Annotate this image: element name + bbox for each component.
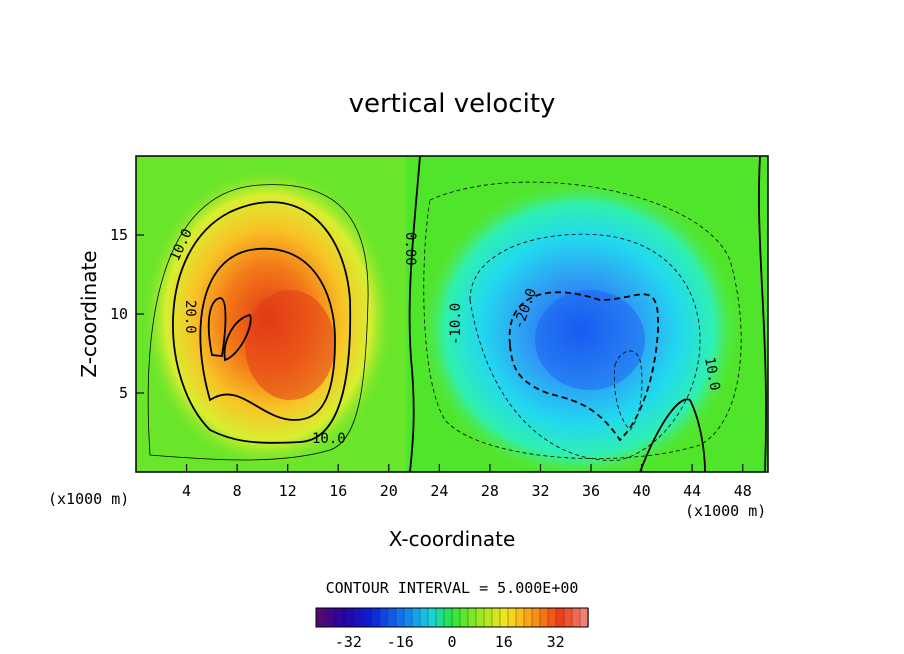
x-unit-right: (x1000 m) — [685, 502, 766, 520]
updraft-core — [245, 290, 335, 400]
y-axis-ticks: 5 10 15 — [110, 226, 144, 402]
colorbar-segment — [523, 607, 533, 628]
colorbar — [315, 607, 589, 628]
colorbar-segment — [539, 607, 549, 628]
colorbar-segment — [451, 607, 461, 628]
contour-positive-10 — [172, 201, 352, 444]
downdraft-core — [535, 290, 645, 390]
contour-label-positive-10-lower: 10.0 — [312, 431, 346, 447]
colorbar-tick-label: -32 — [335, 633, 362, 651]
colorbar-segment — [387, 607, 397, 628]
contour-label-negative-10: -10.0 — [448, 303, 464, 345]
contour-right-edge — [758, 156, 767, 472]
contour-right-lobe — [639, 398, 706, 472]
colorbar-tick-label: -16 — [387, 633, 414, 651]
contour-positive-outer — [147, 184, 369, 461]
x-tick-label: 28 — [481, 482, 499, 500]
colorbar-segment — [411, 607, 421, 628]
contour-positive-30b — [223, 313, 252, 362]
colorbar-segment — [459, 607, 469, 628]
colorbar-segment — [491, 607, 501, 628]
x-tick-label: 24 — [430, 482, 448, 500]
colorbar-tick-label: 32 — [547, 633, 565, 651]
contour-label-positive-20: 20.0 — [182, 300, 198, 334]
x-tick-label: 4 — [182, 482, 191, 500]
y-tick-label: 5 — [119, 384, 128, 402]
y-tick-label: 10 — [110, 305, 128, 323]
colorbar-segment — [475, 607, 485, 628]
colorbar-segment — [363, 607, 373, 628]
contour-label-right-10: 10.0 — [701, 356, 723, 392]
colorbar-segment — [331, 607, 341, 628]
contour-zero — [408, 156, 421, 472]
chart-title: vertical velocity — [349, 89, 556, 119]
x-tick-label: 12 — [279, 482, 297, 500]
colorbar-segment — [427, 607, 437, 628]
colorbar-segment — [435, 607, 445, 628]
x-axis-ticks: 4 8 12 16 20 24 28 32 36 40 44 48 — [182, 464, 752, 500]
colorbar-segment — [347, 607, 357, 628]
colorbar-tick-label: 16 — [495, 633, 513, 651]
colorbar-segment — [443, 607, 453, 628]
colorbar-segment — [579, 607, 589, 628]
plot-area: 10.0 20.0 0.00 10.0 -20.0 -10.0 10.0 — [136, 156, 768, 472]
x-tick-label: 36 — [582, 482, 600, 500]
colorbar-segment — [467, 607, 477, 628]
x-tick-label: 32 — [531, 482, 549, 500]
x-tick-label: 48 — [734, 482, 752, 500]
x-tick-label: 20 — [380, 482, 398, 500]
colorbar-ticks: -32 -16 0 16 32 — [335, 633, 565, 651]
contour-positive-20 — [199, 247, 336, 421]
x-tick-label: 8 — [233, 482, 242, 500]
x-tick-label: 40 — [633, 482, 651, 500]
colorbar-segment — [547, 607, 557, 628]
colorbar-segment — [379, 607, 389, 628]
colorbar-segment — [395, 607, 405, 628]
contour-label-zero: 0.00 — [402, 232, 418, 266]
colorbar-segment — [499, 607, 509, 628]
colorbar-segment — [339, 607, 349, 628]
contour-negative-outer — [423, 181, 742, 460]
colorbar-segment — [515, 607, 525, 628]
colorbar-segment — [355, 607, 365, 628]
colorbar-segment — [555, 607, 565, 628]
colorbar-segment — [419, 607, 429, 628]
x-axis-label: X-coordinate — [389, 527, 516, 551]
contour-positive-30a — [207, 297, 227, 357]
colorbar-segment — [563, 607, 573, 628]
contour-negative-10 — [469, 233, 701, 461]
contour-interval-text: CONTOUR INTERVAL = 5.000E+00 — [326, 579, 579, 597]
y-axis-label: Z-coordinate — [77, 250, 101, 377]
colorbar-segment — [571, 607, 581, 628]
x-tick-label: 44 — [683, 482, 701, 500]
x-unit-left: (x1000 m) — [48, 490, 129, 508]
colorbar-segment — [507, 607, 517, 628]
colorbar-segment — [531, 607, 541, 628]
colorbar-frame — [315, 607, 589, 628]
x-tick-label: 16 — [329, 482, 347, 500]
y-tick-label: 15 — [110, 226, 128, 244]
colorbar-segment — [315, 607, 325, 628]
colorbar-segment — [403, 607, 413, 628]
colorbar-segment — [371, 607, 381, 628]
colorbar-segment — [323, 607, 333, 628]
colorbar-segment — [483, 607, 493, 628]
colorbar-tick-label: 0 — [447, 633, 456, 651]
